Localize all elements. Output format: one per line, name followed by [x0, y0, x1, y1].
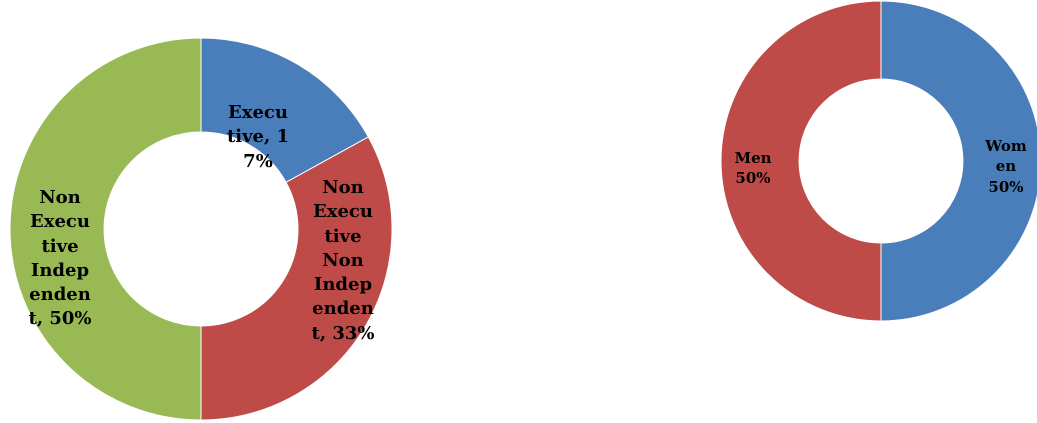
label-non-executive-non-independent: Non Execu tive Non Indep enden t, 33%: [311, 177, 375, 344]
board-composition-donut: [9, 37, 393, 421]
label-non-executive-independent: Non Execu tive Indep enden t, 50%: [28, 187, 92, 330]
slice-non-executive-independent: [9, 37, 202, 421]
gender-donut: [720, 0, 1037, 322]
label-executive: Execu tive, 1 7%: [226, 102, 290, 172]
slice-women: [880, 0, 1037, 322]
label-men: Men 50%: [734, 149, 772, 188]
slice-non-executive-non-independent: [200, 136, 393, 421]
slice-men: [720, 0, 882, 322]
label-women: Wom en 50%: [985, 137, 1027, 196]
slice-executive: [200, 37, 370, 183]
